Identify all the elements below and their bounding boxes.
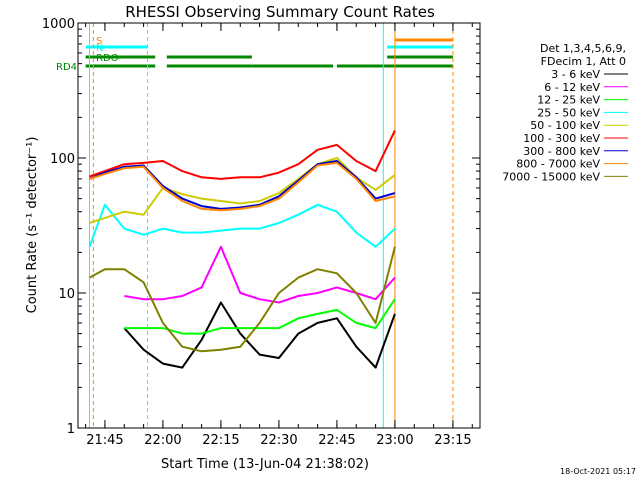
series-line-5 bbox=[89, 157, 396, 224]
y-tick-label-4: 1000 bbox=[42, 17, 75, 32]
x-tick-label-3: 22:15 bbox=[202, 433, 239, 448]
axes: 21:45 22:00 22:15 22:30 22:45 23:00 23:15 1 10 10… bbox=[42, 17, 481, 448]
legend-label-6: 100 - 300 keV bbox=[523, 132, 600, 145]
x-tick-label-2: 22:00 bbox=[144, 433, 181, 448]
y-axis-title: Count Rate (s⁻¹ detector⁻¹) bbox=[25, 137, 40, 314]
flag-label-rd4: RD4 bbox=[56, 62, 77, 73]
flag-label-n: N bbox=[96, 43, 103, 54]
series-line-9 bbox=[89, 246, 396, 353]
legend-label-2: 6 - 12 keV bbox=[544, 81, 600, 94]
flag-label-rdo: RDO bbox=[96, 53, 119, 64]
series-line-1 bbox=[123, 301, 396, 369]
legend-label-4: 25 - 50 keV bbox=[537, 106, 600, 119]
legend-label-1: 3 - 6 keV bbox=[551, 68, 600, 81]
legend-label-5: 50 - 100 keV bbox=[530, 119, 600, 132]
x-tick-label-4: 22:30 bbox=[260, 433, 297, 448]
legend-header-line-1: Det 1,3,4,5,6,9, bbox=[540, 42, 626, 55]
x-tick-label-5: 22:45 bbox=[318, 433, 355, 448]
x-axis-title: Start Time (13-Jun-04 21:38:02) bbox=[161, 457, 369, 472]
series-line-7 bbox=[89, 160, 396, 210]
y-tick-label-2: 10 bbox=[58, 287, 75, 302]
series-lines bbox=[88, 23, 454, 428]
legend-header-line-2: FDecim 1, Att 0 bbox=[541, 55, 626, 68]
generation-timestamp: 18-Oct-2021 05:17 bbox=[560, 467, 636, 476]
series-line-6 bbox=[89, 129, 396, 180]
x-tick-label-6: 23:00 bbox=[376, 433, 413, 448]
legend-label-9: 7000 - 15000 keV bbox=[502, 170, 600, 183]
legend-label-8: 800 - 7000 keV bbox=[516, 158, 600, 171]
y-tick-label-1: 1 bbox=[67, 422, 75, 437]
x-tick-label-7: 23:15 bbox=[434, 433, 471, 448]
legend-label-3: 12 - 25 keV bbox=[537, 94, 600, 107]
legend-label-7: 300 - 800 keV bbox=[523, 145, 600, 158]
series-line-8 bbox=[89, 161, 396, 212]
flag-label-s: S bbox=[96, 36, 102, 47]
legend: Det 1,3,4,5,6,9, FDecim 1, Att 0 3 - 6 k… bbox=[502, 42, 628, 183]
series-line-4 bbox=[88, 203, 396, 248]
x-tick-label-1: 21:45 bbox=[86, 433, 123, 448]
y-tick-label-3: 100 bbox=[50, 152, 75, 167]
series-line-2 bbox=[124, 245, 396, 304]
chart-title: RHESSI Observing Summary Count Rates bbox=[125, 3, 435, 21]
